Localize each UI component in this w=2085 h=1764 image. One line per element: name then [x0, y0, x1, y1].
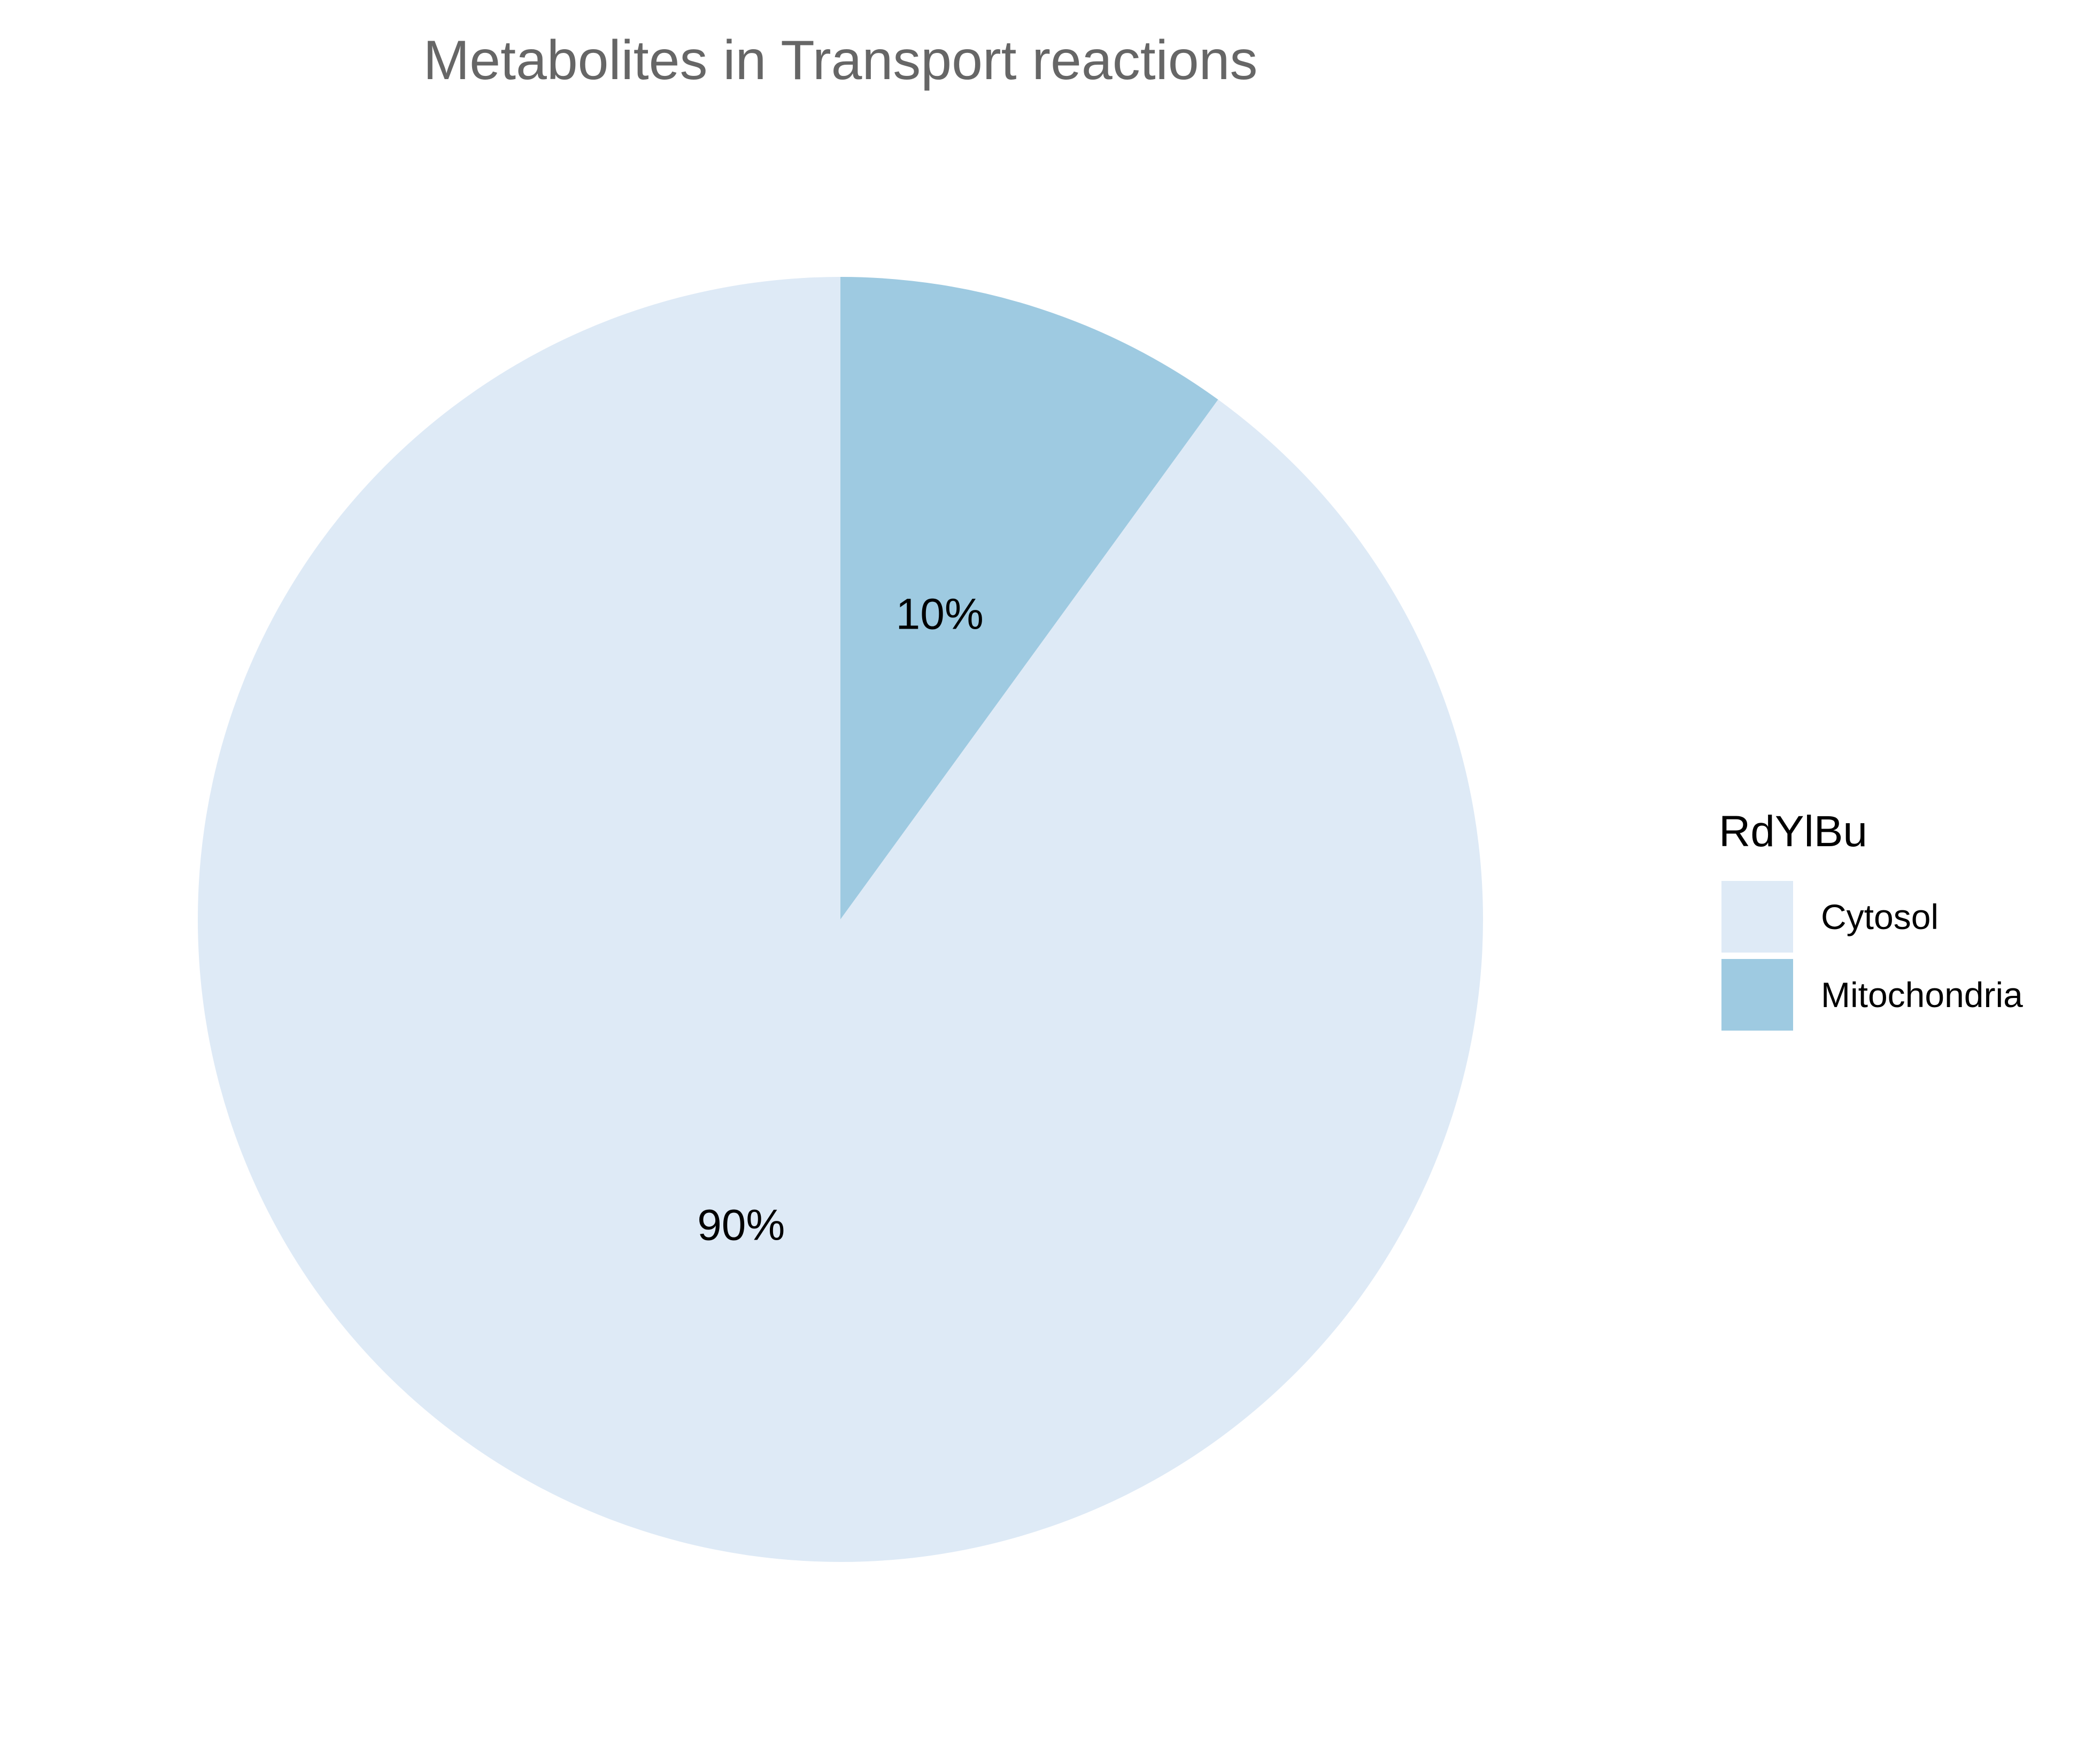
- legend-label-cytosol: Cytosol: [1821, 897, 1939, 937]
- pie-slice-cytosol: [197, 277, 1483, 1562]
- slice-label-cytosol: 90%: [697, 1201, 785, 1250]
- slice-label-mitochondria: 10%: [896, 590, 984, 638]
- chart-title: Metabolites in Transport reactions: [423, 29, 1258, 91]
- legend-title: RdYlBu: [1719, 807, 1867, 856]
- pie-slices: [197, 277, 1483, 1562]
- legend-key-cytosol: [1721, 881, 1793, 953]
- legend-entries: Cytosol Mitochondria: [1721, 881, 2023, 1031]
- pie-slice-labels: 10% 90%: [697, 590, 984, 1249]
- legend: RdYlBu Cytosol Mitochondria: [1719, 807, 2023, 1031]
- legend-label-mitochondria: Mitochondria: [1821, 975, 2023, 1015]
- pie-slice-mitochondria: [840, 277, 1218, 919]
- legend-key-mitochondria: [1721, 959, 1793, 1031]
